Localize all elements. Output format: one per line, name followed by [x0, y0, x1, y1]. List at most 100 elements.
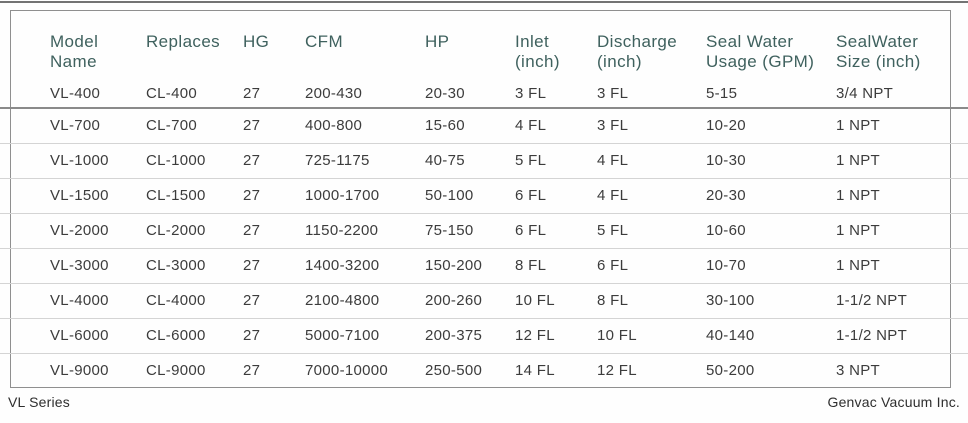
- cell-cfm: 1400-3200: [305, 257, 380, 274]
- table-body: VL-400 CL-400 27 200-430 20-30 3 FL 3 FL…: [0, 80, 968, 388]
- cell-replaces: CL-700: [146, 117, 197, 135]
- cell-seal-water-usage: 50-200: [706, 362, 755, 380]
- cell-seal-water-size: 1 NPT: [836, 187, 881, 204]
- cell-inlet: 10 FL: [515, 292, 555, 309]
- column-header-model-name: Model Name: [50, 32, 99, 71]
- cell-inlet: 4 FL: [515, 117, 547, 135]
- cell-discharge: 4 FL: [597, 152, 629, 169]
- cell-hp: 75-150: [425, 222, 474, 239]
- table-row: VL-9000 CL-9000 27 7000-10000 250-500 14…: [0, 353, 968, 388]
- cell-hp: 50-100: [425, 187, 474, 204]
- cell-inlet: 8 FL: [515, 257, 547, 274]
- header-row: Model Name Replaces HG CFM HP Inlet (inc…: [0, 10, 968, 80]
- cell-inlet: 14 FL: [515, 362, 555, 380]
- cell-hg: 27: [243, 187, 261, 204]
- column-header-seal-water-size: SealWater Size (inch): [836, 32, 921, 71]
- cell-seal-water-size: 1 NPT: [836, 152, 881, 169]
- cell-hp: 250-500: [425, 362, 483, 380]
- table-header: Model Name Replaces HG CFM HP Inlet (inc…: [0, 10, 968, 80]
- cell-seal-water-size: 3 NPT: [836, 362, 881, 380]
- cell-replaces: CL-9000: [146, 362, 206, 380]
- cell-seal-water-usage: 10-70: [706, 257, 746, 274]
- cell-replaces: CL-400: [146, 85, 197, 102]
- cell-inlet: 6 FL: [515, 187, 547, 204]
- cell-discharge: 8 FL: [597, 292, 629, 309]
- spec-table: Model Name Replaces HG CFM HP Inlet (inc…: [0, 10, 968, 388]
- table-row: VL-700 CL-700 27 400-800 15-60 4 FL 3 FL…: [0, 108, 968, 143]
- cell-replaces: CL-1500: [146, 187, 206, 204]
- cell-seal-water-usage: 40-140: [706, 327, 755, 344]
- table-row: VL-1500 CL-1500 27 1000-1700 50-100 6 FL…: [0, 178, 968, 213]
- table-row: VL-2000 CL-2000 27 1150-2200 75-150 6 FL…: [0, 213, 968, 248]
- cell-hp: 200-375: [425, 327, 483, 344]
- cell-replaces: CL-3000: [146, 257, 206, 274]
- column-header-hg: HG: [243, 32, 270, 51]
- cell-model-name: VL-4000: [50, 292, 109, 309]
- cell-hg: 27: [243, 292, 261, 309]
- cell-inlet: 6 FL: [515, 222, 547, 239]
- column-header-hp: HP: [425, 32, 450, 51]
- column-header-inlet: Inlet (inch): [515, 32, 560, 71]
- cell-model-name: VL-1000: [50, 152, 109, 169]
- cell-model-name: VL-6000: [50, 327, 109, 344]
- cell-seal-water-usage: 5-15: [706, 85, 738, 102]
- cell-seal-water-size: 1 NPT: [836, 222, 881, 239]
- company-name: Genvac Vacuum Inc.: [827, 394, 960, 410]
- cell-replaces: CL-4000: [146, 292, 206, 309]
- top-rule: [0, 1, 968, 3]
- cell-cfm: 725-1175: [305, 152, 370, 169]
- cell-seal-water-size: 1 NPT: [836, 257, 881, 274]
- cell-seal-water-size: 1-1/2 NPT: [836, 292, 908, 309]
- cell-seal-water-usage: 10-60: [706, 222, 746, 239]
- cell-discharge: 3 FL: [597, 117, 629, 135]
- column-header-replaces: Replaces: [146, 32, 221, 51]
- cell-hg: 27: [243, 327, 261, 344]
- column-header-seal-water-usage: Seal Water Usage (GPM): [706, 32, 815, 71]
- cell-seal-water-size: 3/4 NPT: [836, 85, 894, 102]
- cell-hg: 27: [243, 222, 261, 239]
- series-label: VL Series: [8, 394, 70, 410]
- table-row: VL-1000 CL-1000 27 725-1175 40-75 5 FL 4…: [0, 143, 968, 178]
- cell-cfm: 5000-7100: [305, 327, 380, 344]
- cell-model-name: VL-700: [50, 117, 101, 135]
- cell-inlet: 5 FL: [515, 152, 547, 169]
- cell-seal-water-usage: 10-30: [706, 152, 746, 169]
- cell-inlet: 3 FL: [515, 85, 547, 102]
- cell-replaces: CL-2000: [146, 222, 206, 239]
- table-row: VL-6000 CL-6000 27 5000-7100 200-375 12 …: [0, 318, 968, 353]
- cell-replaces: CL-6000: [146, 327, 206, 344]
- cell-seal-water-usage: 20-30: [706, 187, 746, 204]
- cell-seal-water-size: 1-1/2 NPT: [836, 327, 908, 344]
- cell-cfm: 1000-1700: [305, 187, 380, 204]
- cell-seal-water-size: 1 NPT: [836, 117, 881, 135]
- cell-hg: 27: [243, 362, 261, 380]
- table-row: VL-3000 CL-3000 27 1400-3200 150-200 8 F…: [0, 248, 968, 283]
- cell-cfm: 2100-4800: [305, 292, 380, 309]
- cell-hp: 150-200: [425, 257, 483, 274]
- cell-discharge: 3 FL: [597, 85, 629, 102]
- cell-model-name: VL-9000: [50, 362, 109, 380]
- cell-cfm: 1150-2200: [305, 222, 379, 239]
- cell-cfm: 200-430: [305, 85, 363, 102]
- cell-hp: 15-60: [425, 117, 465, 135]
- cell-hp: 200-260: [425, 292, 483, 309]
- cell-hg: 27: [243, 117, 261, 135]
- table-row: VL-4000 CL-4000 27 2100-4800 200-260 10 …: [0, 283, 968, 318]
- cell-model-name: VL-400: [50, 85, 101, 102]
- column-header-cfm: CFM: [305, 32, 344, 51]
- cell-discharge: 6 FL: [597, 257, 629, 274]
- cell-model-name: VL-1500: [50, 187, 109, 204]
- cell-discharge: 10 FL: [597, 327, 637, 344]
- cell-replaces: CL-1000: [146, 152, 206, 169]
- cell-discharge: 4 FL: [597, 187, 629, 204]
- cell-model-name: VL-2000: [50, 222, 109, 239]
- cell-hg: 27: [243, 152, 261, 169]
- cell-hg: 27: [243, 257, 261, 274]
- cell-hp: 20-30: [425, 85, 465, 102]
- column-header-discharge: Discharge (inch): [597, 32, 678, 71]
- cell-cfm: 7000-10000: [305, 362, 389, 380]
- cell-cfm: 400-800: [305, 117, 363, 135]
- cell-seal-water-usage: 30-100: [706, 292, 755, 309]
- cell-inlet: 12 FL: [515, 327, 555, 344]
